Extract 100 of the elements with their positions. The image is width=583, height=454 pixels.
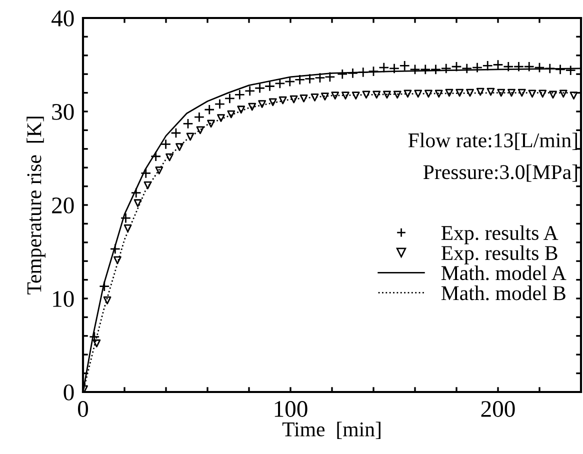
point xyxy=(320,92,329,100)
point xyxy=(248,102,256,111)
point xyxy=(130,187,142,198)
point xyxy=(304,73,316,84)
point xyxy=(399,60,410,72)
point xyxy=(534,62,545,73)
point xyxy=(237,106,246,114)
point xyxy=(508,88,516,97)
point xyxy=(155,166,164,174)
point xyxy=(274,78,286,89)
point xyxy=(404,90,412,98)
point xyxy=(234,89,246,100)
legend-label: Math. model A xyxy=(441,265,566,280)
point xyxy=(570,92,578,100)
point xyxy=(492,59,504,70)
point xyxy=(314,72,326,84)
point xyxy=(244,86,256,96)
point xyxy=(214,98,226,110)
point xyxy=(337,68,348,80)
point xyxy=(310,94,319,102)
point xyxy=(207,120,215,128)
legend-label: Exp. results A xyxy=(441,225,558,244)
point xyxy=(538,90,547,98)
point xyxy=(497,88,506,97)
point xyxy=(518,88,526,97)
point xyxy=(482,60,493,72)
point xyxy=(352,92,360,100)
point xyxy=(99,280,110,292)
point xyxy=(166,153,174,162)
point xyxy=(424,90,432,98)
point xyxy=(268,98,277,106)
x-tick-label: 100 xyxy=(274,401,308,417)
y-tick-label: 0 xyxy=(64,384,74,400)
point xyxy=(124,224,132,232)
point xyxy=(150,151,162,162)
point xyxy=(113,256,122,264)
y-axis-title: Temperature rise [K] xyxy=(26,116,46,294)
point xyxy=(430,64,442,75)
point xyxy=(254,82,266,94)
point xyxy=(217,114,225,122)
point xyxy=(554,64,566,75)
x-tick-label: 200 xyxy=(481,401,515,417)
point xyxy=(528,90,536,98)
point xyxy=(393,90,402,99)
point xyxy=(182,118,194,130)
point xyxy=(362,90,370,99)
point xyxy=(559,90,568,98)
point xyxy=(378,62,390,73)
point xyxy=(342,92,350,100)
point xyxy=(549,90,557,99)
point xyxy=(440,63,452,74)
point xyxy=(324,72,336,82)
point xyxy=(434,90,443,98)
point xyxy=(544,63,556,74)
point xyxy=(144,181,152,190)
point xyxy=(445,88,454,97)
point xyxy=(170,128,182,138)
point xyxy=(383,90,391,99)
point xyxy=(503,61,514,72)
point xyxy=(120,212,132,224)
point xyxy=(451,61,462,72)
point xyxy=(565,65,576,76)
point xyxy=(227,110,236,118)
point xyxy=(140,168,152,179)
point xyxy=(294,74,306,86)
point xyxy=(196,126,204,134)
point xyxy=(278,96,287,104)
y-tick-label: 30 xyxy=(52,104,74,120)
point xyxy=(466,88,474,97)
point xyxy=(224,93,236,104)
legend-label: Math. model B xyxy=(441,286,566,300)
point xyxy=(476,88,484,96)
point xyxy=(368,66,379,77)
point xyxy=(486,88,495,96)
point xyxy=(420,64,431,75)
point xyxy=(258,100,266,108)
point xyxy=(176,143,184,151)
point xyxy=(410,64,420,75)
point xyxy=(160,138,172,150)
x-tick-label: 0 xyxy=(78,401,88,417)
point xyxy=(358,66,368,78)
point xyxy=(347,68,358,79)
point xyxy=(331,92,340,100)
point xyxy=(134,199,142,208)
y-tick-label: 20 xyxy=(52,197,74,214)
point xyxy=(462,63,472,74)
point xyxy=(290,95,298,104)
point xyxy=(186,132,194,141)
y-tick-label: 10 xyxy=(53,290,74,307)
point xyxy=(103,296,112,304)
point xyxy=(204,104,215,115)
point xyxy=(92,339,101,348)
point xyxy=(524,61,534,72)
x-axis-title: Time [min] xyxy=(282,422,380,439)
point xyxy=(456,88,464,97)
point xyxy=(513,61,524,72)
y-tick-label: 40 xyxy=(52,10,74,26)
point xyxy=(300,94,308,102)
point xyxy=(372,90,381,99)
point xyxy=(110,244,121,254)
